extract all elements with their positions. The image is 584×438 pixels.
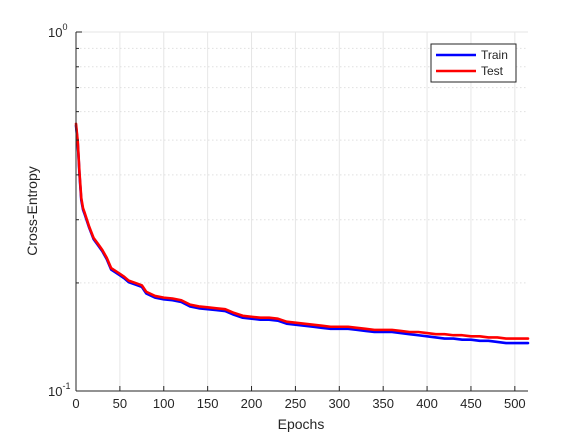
- x-axis-label: Epochs: [278, 416, 325, 432]
- legend: Train Test: [430, 43, 517, 83]
- x-tick-label: 150: [197, 396, 219, 411]
- series-group: [74, 122, 530, 345]
- x-tick-label: 350: [372, 396, 394, 411]
- x-tick-label: 400: [416, 396, 438, 411]
- series-line-test: [74, 122, 530, 340]
- legend-label-test: Test: [481, 64, 504, 78]
- x-tick-label: 200: [241, 396, 263, 411]
- plot-area: [76, 32, 528, 391]
- x-tick-label: 450: [460, 396, 482, 411]
- y-axis-label: Cross-Entropy: [24, 166, 40, 255]
- x-tick-label: 100: [153, 396, 175, 411]
- legend-box: [430, 43, 517, 83]
- y-tick-label: 10-1: [48, 381, 70, 399]
- x-tick-label: 0: [72, 396, 79, 411]
- x-tick-label: 50: [113, 396, 127, 411]
- legend-label-train: Train: [481, 48, 508, 62]
- axes: [75, 31, 528, 392]
- y-tick-label: 100: [48, 22, 67, 40]
- x-tick-label: 300: [328, 396, 350, 411]
- x-tick-label: 500: [504, 396, 526, 411]
- x-tick-label: 250: [285, 396, 307, 411]
- tick-labels: 0 50 100 150 200 250 300 350 400 450 500 100 10-1: [48, 22, 526, 411]
